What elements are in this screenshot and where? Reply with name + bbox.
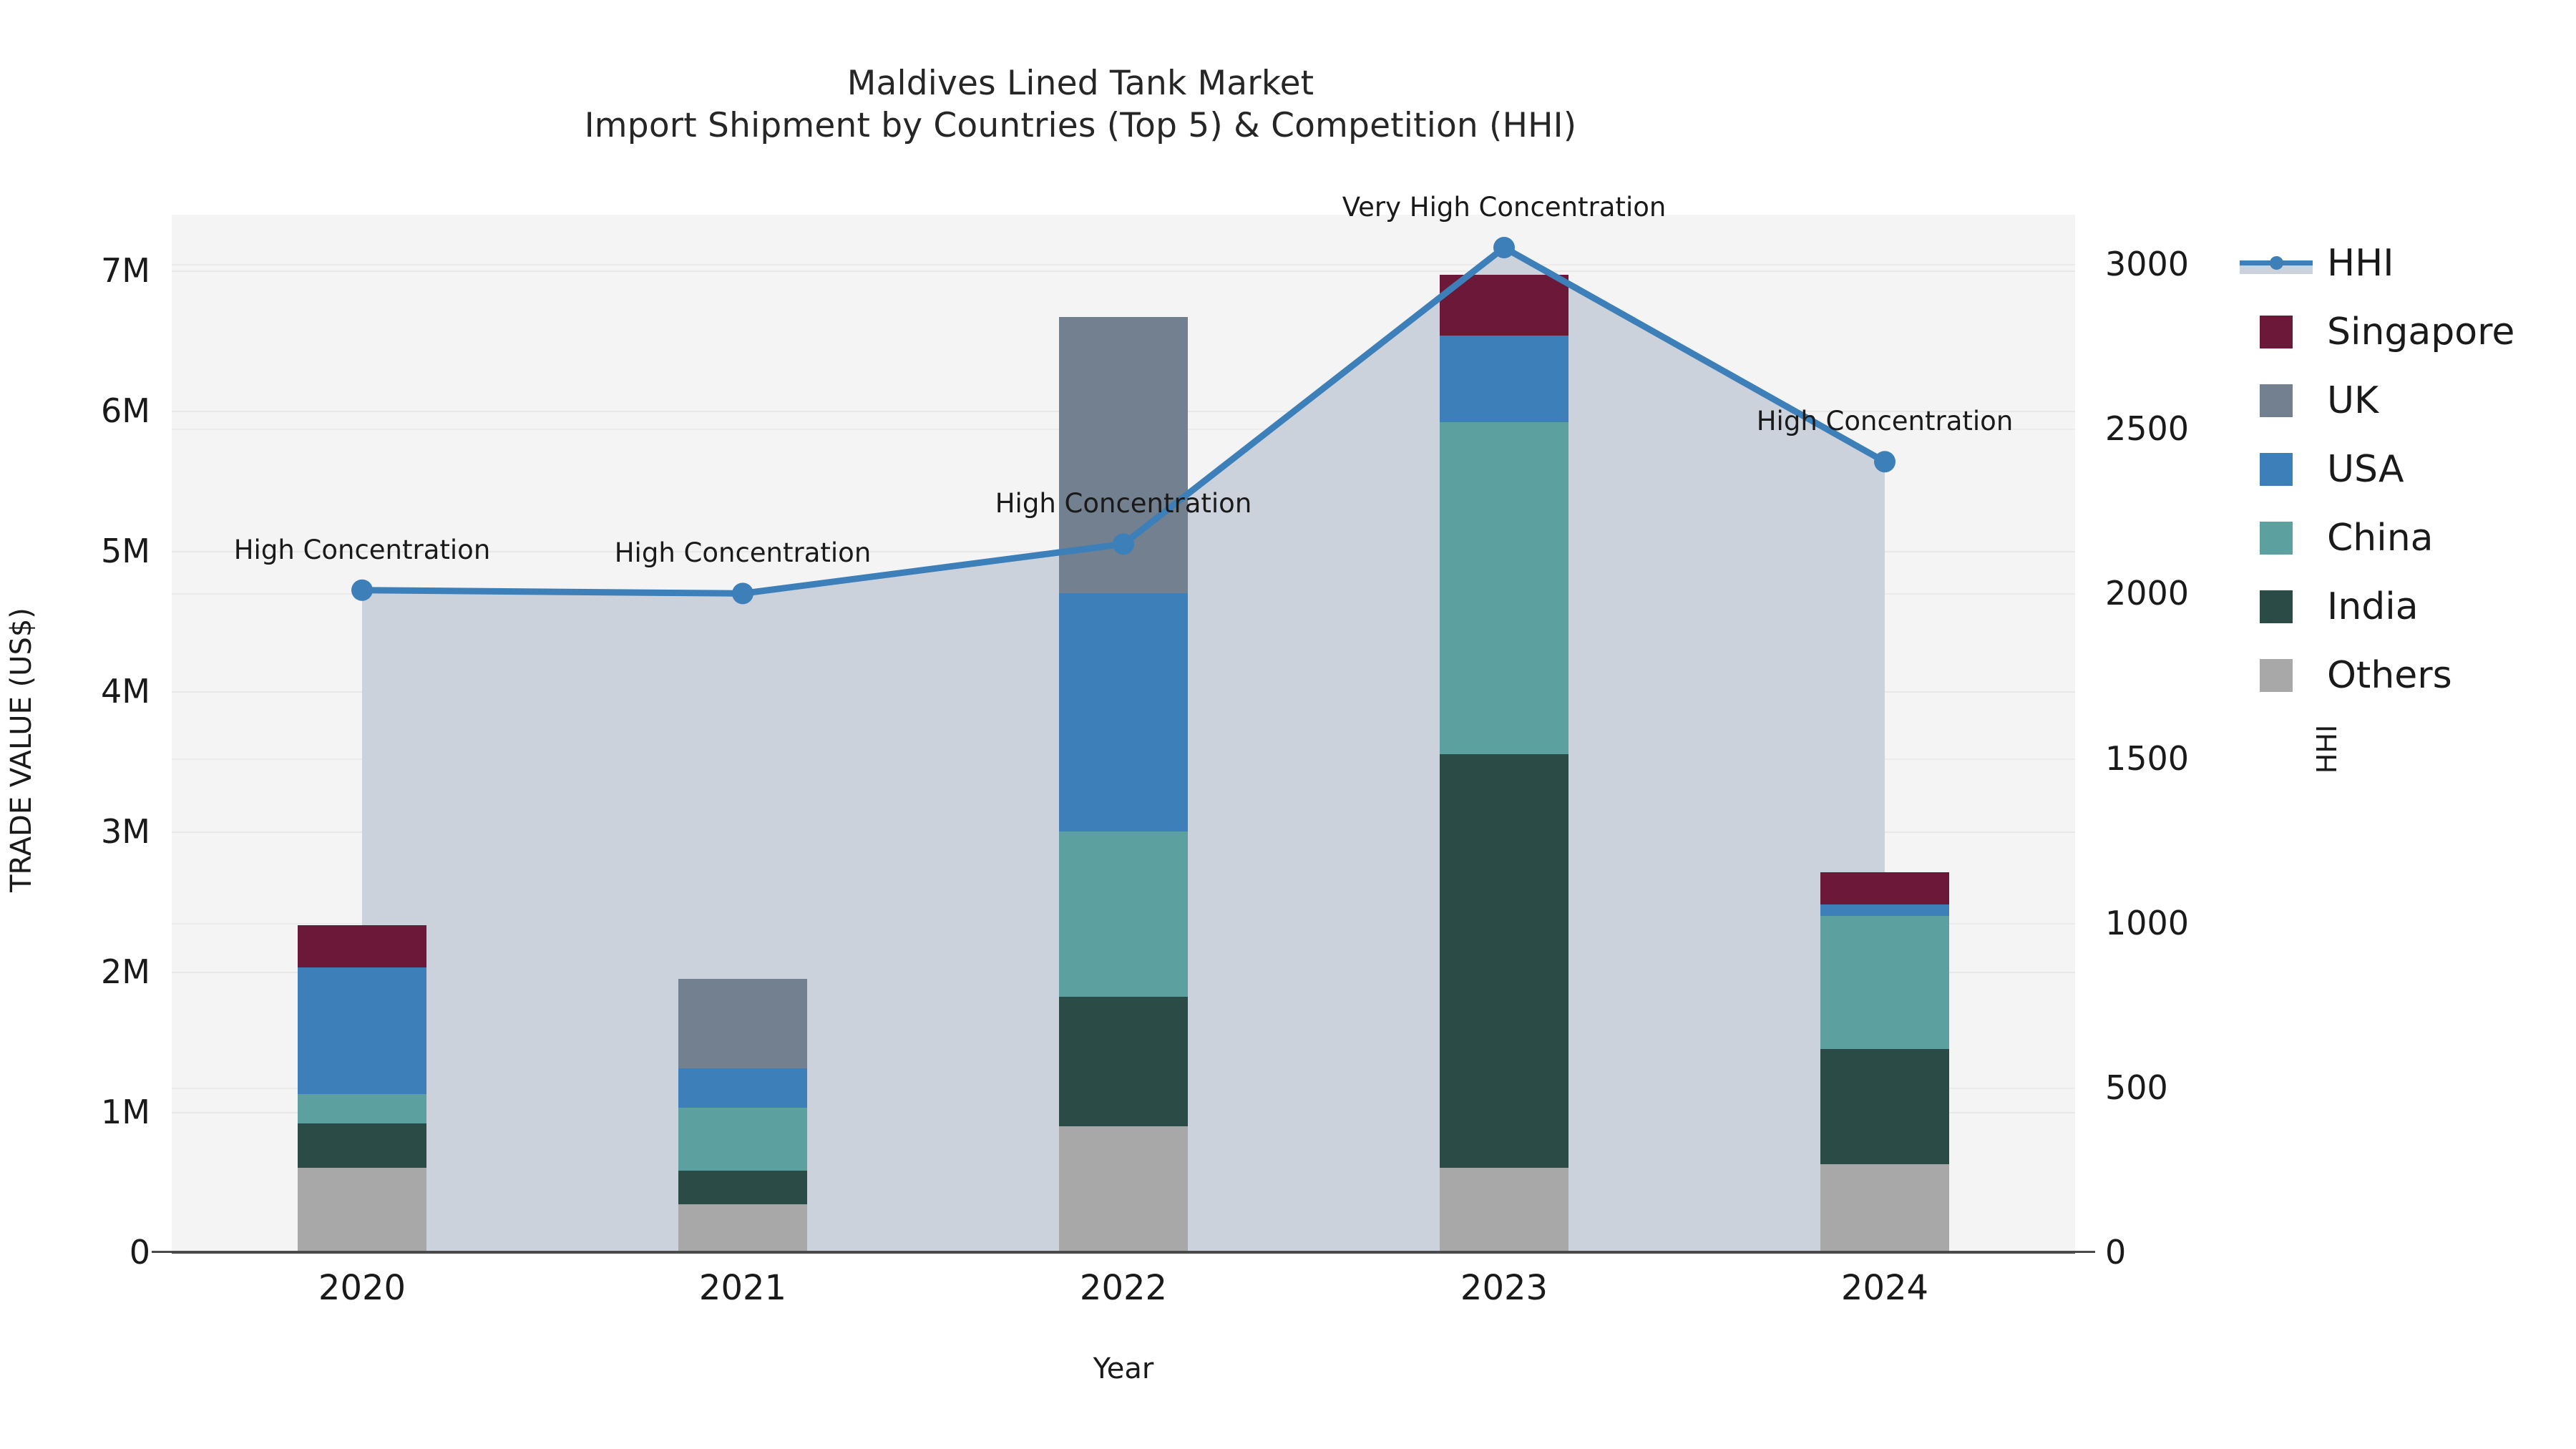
bar-segment-usa[interactable]: [1439, 335, 1569, 422]
bar-segment-uk[interactable]: [678, 978, 808, 1069]
x-tick-label: 2022: [1079, 1268, 1168, 1308]
x-axis-line: [172, 1251, 2075, 1254]
bar-segment-usa[interactable]: [297, 967, 427, 1094]
y-tick-label-left: 0: [129, 1233, 150, 1272]
gridline-left: [172, 270, 2075, 273]
bar-segment-india[interactable]: [678, 1171, 808, 1205]
legend-item-china[interactable]: China: [2240, 504, 2569, 572]
bar-group[interactable]: [678, 215, 808, 1252]
legend-label: HHI: [2327, 242, 2394, 285]
y-tick-label-right: 1500: [2105, 738, 2190, 778]
hhi-marker[interactable]: [732, 582, 753, 605]
hhi-marker[interactable]: [351, 579, 373, 601]
x-axis-title: Year: [1093, 1352, 1154, 1385]
bar-segment-china[interactable]: [678, 1108, 808, 1171]
bar-segment-china[interactable]: [1820, 915, 1950, 1049]
bar-segment-others[interactable]: [1439, 1168, 1569, 1252]
legend-item-hhi[interactable]: HHI: [2240, 229, 2569, 298]
legend-swatch-icon: [2260, 316, 2293, 348]
bar-segment-india[interactable]: [297, 1123, 427, 1169]
y-tick-label-left: 2M: [101, 952, 150, 992]
bar-segment-singapore[interactable]: [1820, 872, 1950, 905]
bar-segment-others[interactable]: [297, 1168, 427, 1252]
gridline-right: [172, 264, 2075, 266]
legend-label: Singapore: [2327, 311, 2515, 353]
chart-subtitle: Import Shipment by Countries (Top 5) & C…: [584, 105, 1577, 145]
legend-swatch-icon: [2260, 453, 2293, 486]
y-axis-zero-tick-left: [152, 1251, 172, 1253]
legend-swatch-icon: [2260, 659, 2293, 692]
y-axis-zero-tick-right: [2075, 1251, 2095, 1253]
y-tick-label-left: 3M: [101, 812, 150, 852]
legend-swatch-icon: [2260, 590, 2293, 623]
bar-segment-others[interactable]: [678, 1204, 808, 1252]
legend-label: USA: [2327, 448, 2404, 491]
bar-segment-others[interactable]: [1820, 1163, 1950, 1252]
bar-segment-india[interactable]: [1439, 754, 1569, 1169]
bar-segment-china[interactable]: [1439, 422, 1569, 755]
y-tick-label-left: 1M: [101, 1093, 150, 1132]
legend-item-usa[interactable]: USA: [2240, 435, 2569, 504]
x-tick-label: 2023: [1460, 1268, 1548, 1308]
y-tick-label-right: 3000: [2105, 245, 2190, 284]
x-tick-label: 2020: [318, 1268, 406, 1308]
chart-title-block: Maldives Lined Tank Market Import Shipme…: [0, 63, 2161, 147]
y-tick-label-right: 0: [2105, 1233, 2127, 1272]
y-tick-label-right: 1000: [2105, 903, 2190, 942]
legend-swatch-icon: [2260, 384, 2293, 417]
legend-item-singapore[interactable]: Singapore: [2240, 298, 2569, 366]
bar-segment-india[interactable]: [1058, 997, 1189, 1126]
y-tick-label-left: 5M: [101, 532, 150, 571]
hhi-annotation: High Concentration: [614, 537, 872, 569]
legend-label: China: [2327, 517, 2434, 560]
bar-group[interactable]: [1439, 215, 1569, 1252]
chart-title: Maldives Lined Tank Market: [847, 64, 1314, 103]
bar-segment-china[interactable]: [297, 1093, 427, 1123]
legend-line-icon: [2240, 253, 2313, 274]
plot-area: High Concentration High Concentration High…: [172, 192, 2075, 1252]
legend-swatch-icon: [2260, 522, 2293, 555]
hhi-marker[interactable]: [1874, 451, 1896, 473]
y-tick-label-right: 500: [2105, 1068, 2168, 1107]
legend-item-india[interactable]: India: [2240, 572, 2569, 641]
hhi-annotation: High Concentration: [233, 534, 491, 565]
bar-segment-usa[interactable]: [1058, 593, 1189, 832]
bar-segment-singapore[interactable]: [297, 925, 427, 968]
bar-segment-usa[interactable]: [678, 1068, 808, 1108]
x-tick-label: 2021: [698, 1268, 787, 1308]
hhi-annotation: Very High Concentration: [1342, 192, 1667, 223]
hhi-annotation: High Concentration: [1756, 406, 2014, 437]
bar-segment-others[interactable]: [1058, 1126, 1189, 1252]
bar-group[interactable]: [1820, 215, 1950, 1252]
hhi-marker[interactable]: [1113, 533, 1134, 555]
y-axis-title-left: TRADE VALUE (US$): [5, 608, 38, 892]
legend-item-others[interactable]: Others: [2240, 641, 2569, 710]
bar-group[interactable]: [297, 215, 427, 1252]
hhi-annotation: High Concentration: [995, 488, 1252, 519]
y-tick-label-left: 4M: [101, 672, 150, 711]
y-tick-label-left: 6M: [101, 391, 150, 431]
bar-segment-india[interactable]: [1820, 1048, 1950, 1164]
legend-item-uk[interactable]: UK: [2240, 366, 2569, 435]
bar-segment-usa[interactable]: [1820, 904, 1950, 916]
legend-label: UK: [2327, 379, 2379, 422]
y-tick-label-left: 7M: [101, 251, 150, 291]
legend-label: India: [2327, 585, 2419, 628]
y-tick-label-right: 2000: [2105, 574, 2190, 613]
y-tick-label-right: 2500: [2105, 409, 2190, 449]
chart-legend: HHI Singapore UK USA China India Others: [2240, 229, 2569, 710]
bar-segment-china[interactable]: [1058, 831, 1189, 997]
x-tick-label: 2024: [1840, 1268, 1929, 1308]
legend-label: Others: [2327, 654, 2452, 697]
hhi-marker[interactable]: [1493, 237, 1515, 259]
